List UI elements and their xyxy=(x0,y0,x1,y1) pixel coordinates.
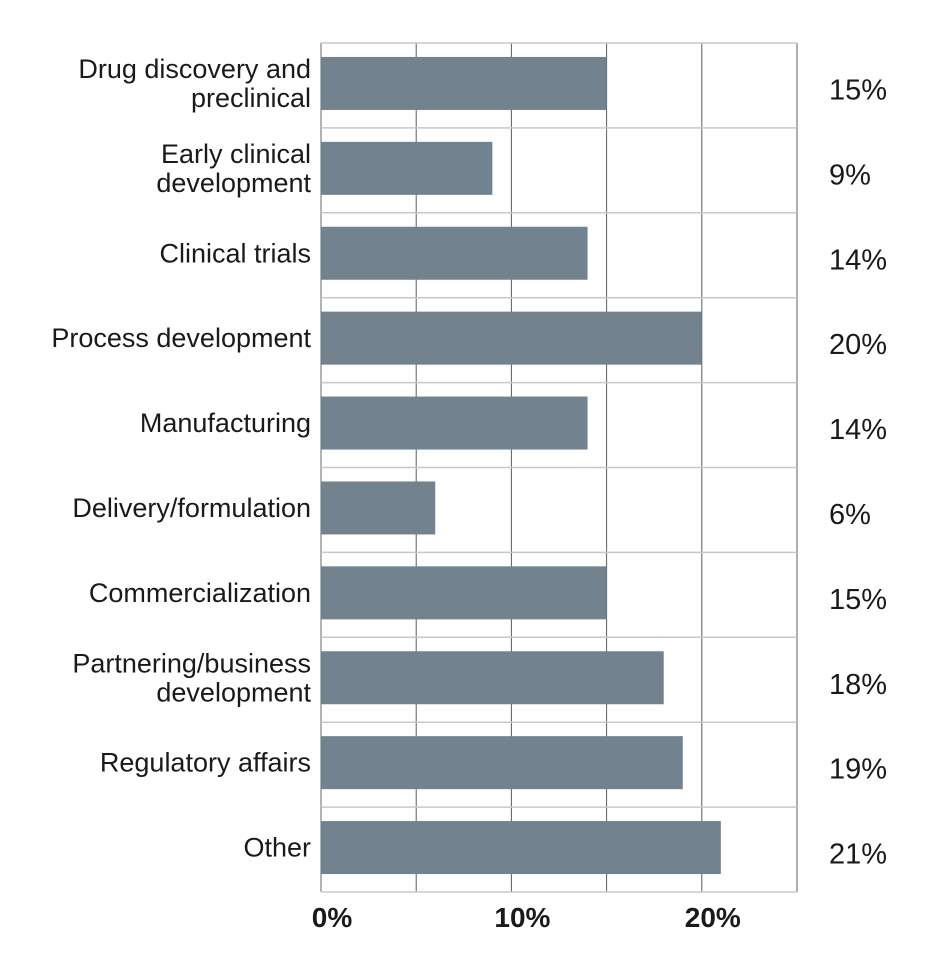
bar-3 xyxy=(321,311,702,365)
category-label-8: Regulatory affairs xyxy=(100,748,311,778)
bar-4 xyxy=(321,396,588,450)
category-label-line: development xyxy=(156,168,311,198)
x-axis-ticks: 0% 10% 20% xyxy=(312,902,741,933)
bar-1 xyxy=(321,141,493,195)
category-label-4: Manufacturing xyxy=(140,408,311,438)
x-tick-label-2: 20% xyxy=(685,902,741,933)
category-label-6: Commercialization xyxy=(89,578,311,608)
category-label-1: Early clinical development xyxy=(156,139,311,198)
x-tick-label-0: 0% xyxy=(312,902,353,933)
bar-2 xyxy=(321,226,588,280)
category-label-line: Commercialization xyxy=(89,578,311,608)
category-label-3: Process development xyxy=(51,323,311,353)
bar-0 xyxy=(321,56,607,110)
category-label-line: Delivery/formulation xyxy=(72,493,311,523)
value-label-3: 20% xyxy=(829,329,887,361)
category-label-line: Process development xyxy=(51,323,311,353)
category-label-line: Drug discovery and xyxy=(78,54,311,84)
bar-8 xyxy=(321,736,683,790)
category-label-line: Regulatory affairs xyxy=(100,748,311,778)
category-label-line: preclinical xyxy=(191,83,311,113)
category-label-line: Clinical trials xyxy=(159,238,311,268)
category-label-line: Other xyxy=(243,833,311,863)
bar-7 xyxy=(321,651,664,705)
value-labels: 15% 9% 14% 20% 14% 6% 15% 18% 19% 21% xyxy=(829,74,887,870)
value-label-7: 18% xyxy=(829,669,887,701)
category-label-7: Partnering/business development xyxy=(72,648,311,707)
grid-layer xyxy=(320,42,798,893)
category-label-5: Delivery/formulation xyxy=(72,493,311,523)
value-label-8: 19% xyxy=(829,754,887,786)
category-label-9: Other xyxy=(243,833,311,863)
bar-layer xyxy=(321,56,721,875)
value-label-0: 15% xyxy=(829,74,887,106)
value-label-1: 9% xyxy=(829,159,871,191)
category-labels: Drug discovery and preclinical Early clini… xyxy=(51,54,311,863)
category-label-0: Drug discovery and preclinical xyxy=(78,54,311,113)
value-label-4: 14% xyxy=(829,414,887,446)
bar-5 xyxy=(321,481,436,535)
value-label-2: 14% xyxy=(829,244,887,276)
category-label-line: Partnering/business xyxy=(72,648,311,678)
bar-9 xyxy=(321,821,721,875)
category-label-line: development xyxy=(156,677,311,707)
bar-6 xyxy=(321,566,607,620)
x-tick-label-1: 10% xyxy=(494,902,550,933)
value-label-9: 21% xyxy=(829,839,887,871)
value-label-5: 6% xyxy=(829,499,871,531)
category-label-line: Early clinical xyxy=(161,139,311,169)
category-label-line: Manufacturing xyxy=(140,408,311,438)
value-label-6: 15% xyxy=(829,584,887,616)
category-label-2: Clinical trials xyxy=(159,238,311,268)
